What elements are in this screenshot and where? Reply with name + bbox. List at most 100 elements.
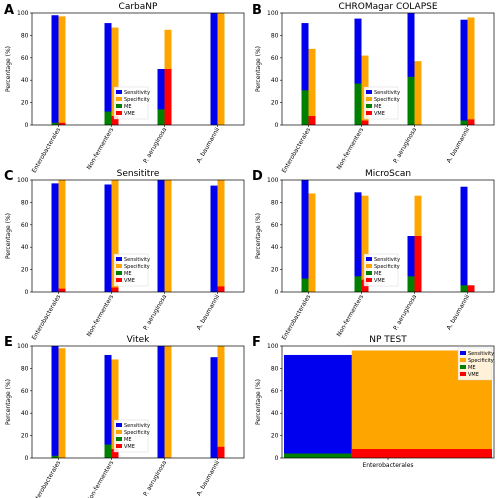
bar-specificity-1: [111, 27, 119, 126]
bar-specificity-1: [361, 195, 369, 292]
bar-vme-1: [111, 287, 119, 292]
legend-label: Specificity: [124, 97, 150, 103]
chart-title: CarbaNP: [119, 2, 158, 12]
y-axis-label: Percentage (%): [5, 46, 12, 92]
legend-swatch: [366, 104, 372, 108]
bar-sensitivity-3: [460, 19, 468, 125]
y-axis-label: Percentage (%): [5, 213, 12, 259]
chart-title: NP TEST: [369, 335, 407, 345]
y-tick-label: 80: [271, 32, 279, 39]
y-tick-label: 100: [17, 177, 29, 184]
y-tick-label: 40: [271, 410, 279, 417]
y-tick-label: 100: [267, 343, 279, 350]
legend-swatch: [366, 111, 372, 115]
legend-label: VME: [468, 372, 479, 378]
bar-vme-3: [467, 119, 475, 125]
legend-swatch: [460, 351, 466, 355]
legend-label: ME: [374, 104, 381, 110]
legend-label: ME: [124, 104, 131, 110]
legend-label: Sensitivity: [374, 90, 400, 96]
chart-title: Sensititre: [117, 169, 160, 179]
legend-swatch: [366, 90, 372, 94]
bar-me-0: [301, 90, 309, 125]
y-tick-label: 60: [271, 388, 279, 395]
plot-frame: [281, 345, 495, 459]
bar-specificity-2: [414, 61, 422, 125]
chart-title: Vitek: [127, 335, 151, 345]
bar-vme-2: [164, 69, 172, 125]
y-tick-label: 80: [21, 32, 29, 39]
legend-swatch: [116, 104, 122, 108]
legend-swatch: [460, 358, 466, 362]
bar-sensitivity-2: [407, 236, 415, 292]
legend-label: Sensitivity: [468, 351, 494, 357]
plot-frame: [31, 345, 245, 459]
bar-vme-2: [414, 236, 422, 292]
bar-sensitivity-3: [210, 357, 218, 458]
plot-frame: [31, 179, 245, 293]
y-tick-label: 60: [21, 388, 29, 395]
x-tick-label: Non-fermenters: [86, 460, 116, 498]
y-tick-label: 40: [21, 410, 29, 417]
bar-sensitivity-2: [157, 69, 165, 125]
y-tick-label: 60: [271, 222, 279, 229]
bar-specificity-0: [308, 193, 316, 292]
plot-frame: [31, 12, 245, 126]
y-tick-label: 60: [271, 55, 279, 62]
chart-panel-b: B CHROMagar COLAPSE 0 20 40 60 80 100 Percentage…: [252, 2, 495, 175]
bar-sensitivity-3: [210, 185, 218, 292]
bar-me-1: [104, 444, 112, 458]
bar-me-0: [284, 453, 352, 458]
y-tick-label: 40: [21, 244, 29, 251]
panel-letter: B: [252, 3, 262, 18]
legend-label: Specificity: [374, 264, 400, 270]
legend-swatch: [366, 97, 372, 101]
legend-swatch: [366, 278, 372, 282]
legend-swatch: [366, 257, 372, 261]
bar-sensitivity-2: [157, 346, 165, 458]
x-tick-label: A. baumannii: [195, 126, 221, 164]
x-tick-label: P. aeruginosa: [142, 293, 168, 331]
bar-specificity-0: [58, 16, 66, 125]
bar-sensitivity-2: [157, 180, 165, 292]
legend-swatch: [460, 372, 466, 376]
panel-letter: E: [4, 335, 13, 350]
bar-specificity-3: [217, 346, 225, 458]
chart-title: MicroScan: [365, 169, 411, 179]
y-axis-label: Percentage (%): [255, 213, 262, 259]
legend-swatch: [116, 264, 122, 268]
y-tick-label: 80: [271, 365, 279, 372]
legend-swatch: [116, 430, 122, 434]
bar-vme-0: [58, 288, 66, 292]
bar-specificity-3: [467, 17, 475, 126]
legend-label: Specificity: [374, 97, 400, 103]
bar-me-2: [407, 276, 415, 292]
y-tick-label: 40: [271, 244, 279, 251]
panel-letter: C: [4, 169, 14, 184]
chart-panel-e: E Vitek 0 20 40 60 80 100 Percentage (%) Enteroba…: [4, 335, 245, 498]
x-tick-label: A. baumannii: [445, 293, 471, 331]
chart-panel-a: A CarbaNP 0 20 40 60 80 100 Percentage (%) Entero…: [4, 2, 245, 175]
y-tick-label: 100: [267, 10, 279, 17]
x-tick-label: A. baumannii: [195, 459, 221, 497]
bar-vme-0: [308, 116, 316, 125]
bar-me-1: [354, 83, 362, 125]
bar-sensitivity-0: [51, 346, 59, 458]
legend-label: Sensitivity: [124, 257, 150, 263]
x-tick-label: Enterobacterales: [281, 127, 313, 175]
legend-label: Specificity: [124, 264, 150, 270]
legend-swatch: [116, 444, 122, 448]
y-tick-label: 40: [21, 77, 29, 84]
y-tick-label: 20: [271, 100, 279, 107]
y-tick-label: 20: [21, 267, 29, 274]
x-tick-label: Enterobacterales: [31, 127, 63, 175]
bar-sensitivity-1: [104, 354, 112, 458]
legend-label: ME: [124, 437, 131, 443]
x-tick-label: Enterobacterales: [31, 460, 63, 498]
x-tick-label: A. baumannii: [445, 126, 471, 164]
legend-label: Sensitivity: [124, 423, 150, 429]
bar-vme-1: [111, 116, 119, 125]
